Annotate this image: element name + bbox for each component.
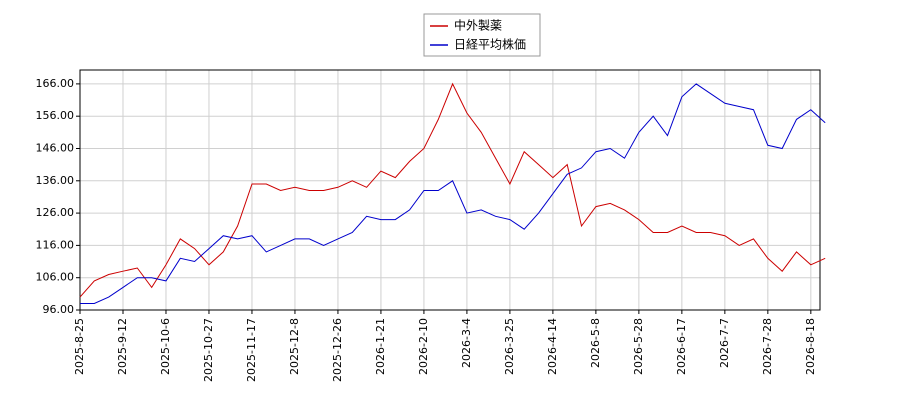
x-tick-label: 2026-7-28: [761, 318, 774, 375]
x-tick-label: 2026-2-10: [417, 318, 430, 375]
y-tick-label: 166.00: [36, 77, 75, 90]
legend-label: 日経平均株価: [454, 37, 526, 52]
x-tick-label: 2025-11-17: [245, 318, 258, 382]
series-line: [80, 83, 826, 304]
y-tick-label: 146.00: [36, 141, 75, 154]
x-tick-label: 2025-10-27: [202, 318, 215, 382]
x-tick-label: 2026-4-14: [546, 318, 559, 375]
x-tick-label: 2026-5-28: [632, 318, 645, 375]
y-tick-label: 96.00: [43, 303, 75, 316]
x-tick-label: 2026-5-8: [589, 318, 602, 368]
series-line: [79, 82, 826, 298]
x-tick-label: 2025-12-26: [331, 318, 344, 382]
x-tick-label: 2025-8-25: [73, 318, 86, 375]
x-tick-label: 2026-7-7: [718, 318, 731, 368]
x-tick-label: 2026-3-4: [460, 318, 473, 368]
x-tick-label: 2025-12-8: [288, 318, 301, 375]
legend-label: 中外製薬: [454, 18, 502, 33]
x-tick-label: 2026-3-25: [503, 318, 516, 375]
legend-box: [423, 13, 541, 57]
x-tick-label: 2025-9-12: [116, 318, 129, 375]
x-tick-label: 2026-8-18: [804, 318, 817, 375]
y-tick-label: 156.00: [36, 109, 75, 122]
x-tick-label: 2026-6-17: [675, 318, 688, 375]
y-tick-label: 106.00: [36, 271, 75, 284]
y-tick-label: 126.00: [36, 206, 75, 219]
y-tick-label: 116.00: [36, 238, 75, 251]
x-tick-label: 2025-10-6: [159, 318, 172, 375]
plot-frame: [79, 69, 821, 311]
x-tick-label: 2026-1-21: [374, 318, 387, 375]
y-tick-label: 136.00: [36, 174, 75, 187]
